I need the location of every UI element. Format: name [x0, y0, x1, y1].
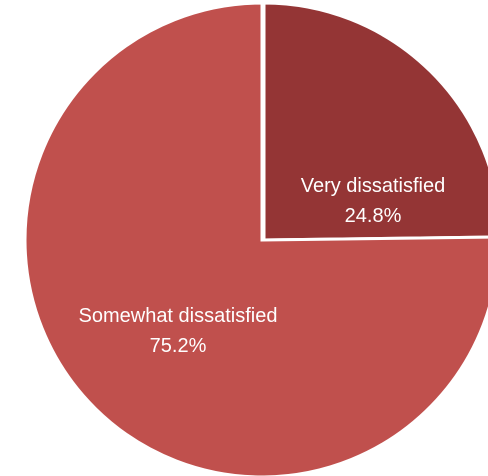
slice-label-name: Very dissatisfied — [301, 175, 446, 197]
pie-slice-somewhat-dissatisfied — [23, 1, 488, 476]
pie-slice-very-dissatisfied — [262, 1, 488, 242]
slice-label-name: Somewhat dissatisfied — [79, 305, 278, 327]
pie-labels: Very dissatisfied 24.8% Somewhat dissatisf… — [79, 175, 446, 357]
slice-label-value: 75.2% — [150, 335, 207, 357]
pie-slices — [23, 1, 488, 476]
slice-label-value: 24.8% — [345, 205, 402, 227]
